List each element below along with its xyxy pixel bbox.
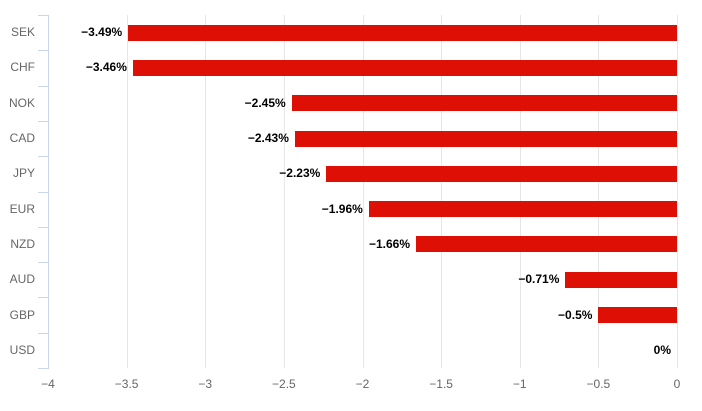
bar-aud[interactable] [565,271,677,288]
value-axis-label: −3.5 [114,377,139,391]
category-axis-tick [38,226,48,228]
bar-cad[interactable] [294,130,677,147]
bar-gbp[interactable] [598,307,677,323]
data-label-cad: −2.43% [247,131,289,145]
category-label-cad: CAD [9,131,35,145]
value-axis-label: −2 [355,377,370,391]
gridline [519,15,521,368]
data-label-nok: −2.45% [244,95,286,110]
category-label-nok: NOK [8,95,35,110]
bar-sek[interactable] [128,24,677,41]
value-axis-label: −0.5 [586,377,611,391]
value-axis-label: −4 [41,377,55,391]
category-axis-tick [38,50,48,52]
gridline [283,15,285,368]
category-label-usd: USD [9,342,35,357]
category-axis-tick [38,368,48,369]
data-label-nzd: −1.66% [368,236,410,251]
value-axis-label: −3 [198,377,213,391]
bar-chf[interactable] [132,59,677,76]
gridline [598,15,600,368]
bar-eur[interactable] [368,201,677,218]
category-axis-tick [38,120,48,122]
category-axis-tick [38,156,48,158]
category-label-sek: SEK [10,25,35,40]
gridline [205,15,207,368]
category-axis-tick [38,15,48,16]
gridline [362,15,364,368]
bar-jpy[interactable] [326,165,677,182]
category-axis-tick [38,85,48,87]
data-label-sek: −3.49% [81,25,123,40]
category-label-eur: EUR [9,201,35,216]
data-label-aud: −0.71% [518,272,560,287]
category-label-gbp: GBP [9,307,35,322]
data-label-usd: 0% [653,342,671,357]
value-axis-label: −1.5 [429,377,453,391]
gridline [441,15,443,368]
value-axis-label: −2.5 [272,377,296,391]
category-label-aud: AUD [9,272,35,287]
value-axis-label: 0 [673,377,681,391]
value-axis-label: −1 [512,377,527,391]
data-label-jpy: −2.23% [279,166,321,181]
category-axis-tick [38,191,48,193]
bar-nok[interactable] [291,95,677,112]
category-axis-tick [38,332,48,334]
data-label-eur: −1.96% [321,201,363,216]
category-axis-tick [38,262,48,264]
category-label-jpy: JPY [12,166,35,181]
category-axis-line [48,15,49,369]
category-label-nzd: NZD [10,236,35,251]
category-axis-tick [38,297,48,299]
data-label-gbp: −0.5% [558,307,593,322]
gridline [677,15,678,368]
data-label-chf: −3.46% [85,60,127,75]
category-label-chf: CHF [10,60,35,75]
bar-nzd[interactable] [416,236,677,253]
gridline [126,15,128,368]
